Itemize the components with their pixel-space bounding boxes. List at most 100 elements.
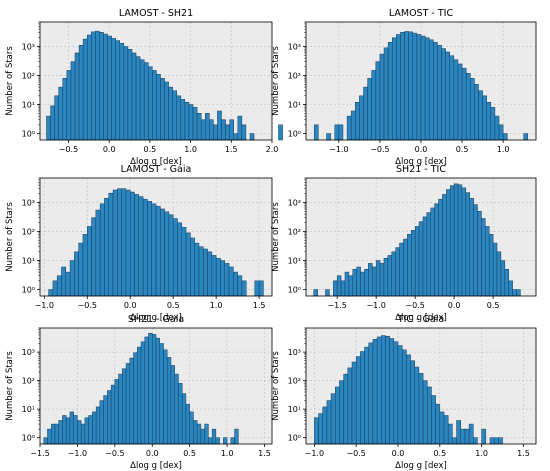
histogram-bar xyxy=(408,31,414,141)
y-axis-label: Number of Stars xyxy=(271,351,281,421)
histogram-bar xyxy=(47,428,52,445)
x-tick-label: −0.5 xyxy=(405,301,424,310)
histogram-bar xyxy=(449,55,455,141)
histogram-bar xyxy=(215,437,220,445)
histogram-bar xyxy=(490,107,496,141)
histogram-bar xyxy=(376,336,382,445)
histogram-bar xyxy=(330,393,336,445)
histogram-bar xyxy=(439,411,445,445)
histogram-bar xyxy=(461,67,467,141)
histogram-bar xyxy=(348,275,354,297)
x-tick-label: 1.5 xyxy=(253,301,266,310)
x-tick-label: −0.5 xyxy=(105,449,124,458)
plot-frame xyxy=(39,21,273,141)
y-tick-label: 10² xyxy=(288,377,301,386)
histogram-bar xyxy=(461,187,467,297)
x-tick-label: −1.0 xyxy=(305,449,324,458)
histogram-bar xyxy=(108,192,114,297)
histogram-bar xyxy=(313,289,318,297)
y-axis-label: Number of Stars xyxy=(271,46,281,116)
histogram-bar xyxy=(418,373,424,445)
histogram-bar xyxy=(313,124,319,141)
y-tick-label: 10¹ xyxy=(288,257,301,266)
histogram-bar xyxy=(65,271,71,297)
panel-1: −0.5 0.0 0.5 1.0 1.5 2.0 10⁰ 10¹ 10² 10³ LAMOST - … xyxy=(5,8,283,167)
histogram-bar xyxy=(457,63,463,141)
histogram-bar xyxy=(360,351,365,445)
histogram-bar xyxy=(481,218,486,297)
histogram-bar xyxy=(412,32,418,141)
histogram-bar xyxy=(371,70,377,141)
histogram-bar xyxy=(424,37,430,141)
histogram-bar xyxy=(404,31,409,141)
histogram-bar xyxy=(470,78,475,141)
histogram-bar xyxy=(189,411,194,445)
histogram-bar xyxy=(473,204,478,297)
histogram-bar xyxy=(411,230,416,297)
histogram-bar xyxy=(91,217,97,297)
histogram-bar xyxy=(488,234,494,297)
histogram-bar xyxy=(430,207,435,297)
x-tick-label: 0.5 xyxy=(433,449,446,458)
histogram-bar xyxy=(87,226,92,297)
histogram-bar xyxy=(129,191,135,297)
histogram-bar xyxy=(426,212,431,297)
x-tick-label: 1.0 xyxy=(475,449,488,458)
histogram-bar xyxy=(523,133,529,141)
histogram-bar xyxy=(387,255,393,297)
histogram-bar xyxy=(208,437,213,445)
histogram-bar xyxy=(99,400,104,445)
histogram-bar xyxy=(204,113,210,141)
histogram-bar xyxy=(168,214,174,297)
histogram-bar xyxy=(258,280,264,297)
histogram-bar xyxy=(129,357,134,445)
panel-title: LAMOST - SH21 xyxy=(119,8,193,19)
histogram-bar xyxy=(418,221,424,297)
histogram-bar xyxy=(155,205,161,297)
plot-frame xyxy=(305,177,537,297)
histogram-bar xyxy=(84,417,89,445)
histogram-bar xyxy=(194,242,200,297)
x-tick-label: 0.0 xyxy=(124,301,137,310)
histogram-bar xyxy=(400,32,405,141)
histogram-bar xyxy=(396,34,401,141)
histogram-bar xyxy=(241,124,247,141)
histogram-bar xyxy=(43,437,48,445)
y-tick-label: 10⁰ xyxy=(22,286,35,295)
x-tick-label: 0.5 xyxy=(456,145,469,154)
histogram-bar xyxy=(372,339,378,445)
histogram-bar xyxy=(125,189,131,297)
histogram-bar xyxy=(431,395,436,445)
x-tick-label: −1.5 xyxy=(327,301,346,310)
histogram-bar xyxy=(66,70,72,141)
histogram-bar xyxy=(478,90,483,141)
histogram-bar xyxy=(336,275,342,297)
histogram-bar xyxy=(492,242,498,297)
histogram-bar xyxy=(399,242,404,297)
x-axis-label: Δlog g [dex] xyxy=(395,461,447,471)
plot-frame xyxy=(305,327,537,445)
histogram-bar xyxy=(335,386,340,445)
histogram-bar xyxy=(95,30,100,141)
x-tick-label: 0.5 xyxy=(183,449,196,458)
panel-title: SH21 - Gaia xyxy=(128,314,184,325)
histogram-bar xyxy=(160,208,165,297)
histogram-bar xyxy=(119,42,125,141)
histogram-bar xyxy=(346,115,352,141)
x-tick-label: −1.0 xyxy=(366,301,385,310)
histogram-bar xyxy=(482,95,487,141)
histogram-bar xyxy=(164,211,170,297)
histogram-bar xyxy=(401,349,407,445)
plot-frame xyxy=(39,177,273,297)
histogram-bar xyxy=(414,366,420,445)
histogram-bar xyxy=(123,46,129,141)
histogram-bar xyxy=(139,59,145,141)
x-tick-label: 1.0 xyxy=(184,145,197,154)
y-tick-label: 10⁰ xyxy=(288,434,301,443)
histogram-bar xyxy=(438,198,443,297)
histogram-bar xyxy=(445,51,450,141)
histogram-bar xyxy=(452,437,457,445)
x-axis-label: Δlog g [dex] xyxy=(395,157,447,167)
histogram-bar xyxy=(135,56,141,141)
